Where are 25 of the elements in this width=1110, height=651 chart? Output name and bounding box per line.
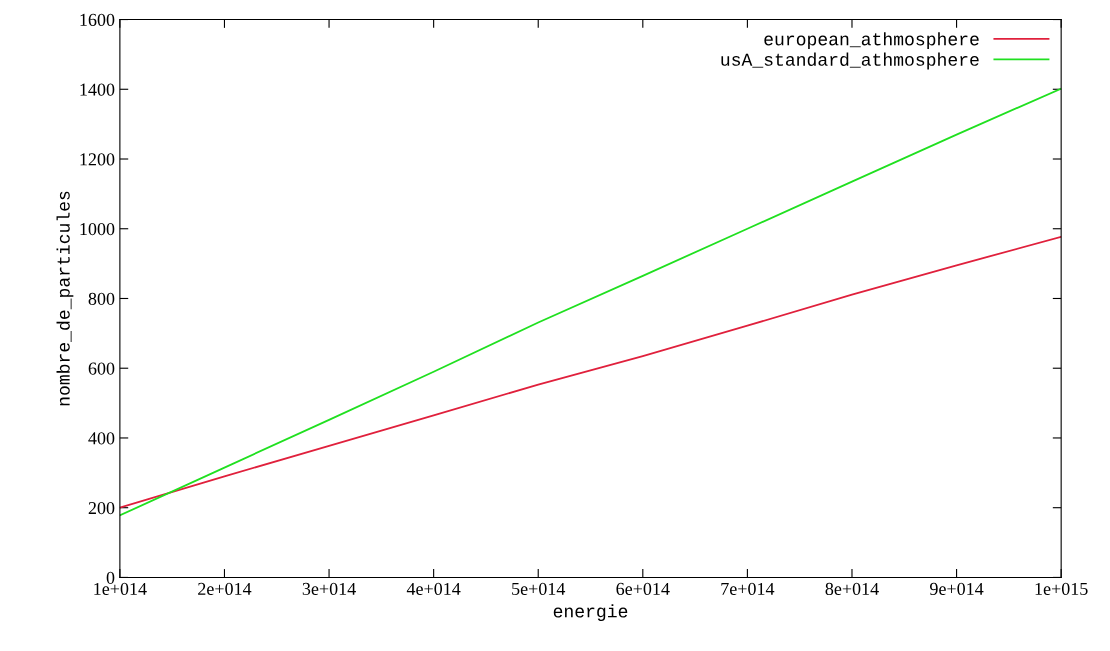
y-tick-label: 600 [88,362,115,375]
y-tick-label: 200 [88,501,115,515]
x-axis-title: energie [553,604,628,622]
x-tick-label: 2e+014 [198,582,252,595]
y-tick-label: 800 [88,292,115,305]
y-tick-label: 1400 [80,83,115,96]
y-tick-label: 400 [88,432,115,445]
legend-label: usA_standard_athmosphere [721,52,979,70]
y-tick-label: 1600 [80,13,115,26]
y-tick-label: 1200 [80,153,115,166]
x-tick-label: 7e+014 [721,582,775,595]
x-tick-label: 1e+015 [1035,582,1088,595]
y-tick-label: 0 [106,571,115,584]
line-series [119,87,1062,517]
x-tick-label: 5e+014 [512,582,566,595]
x-tick-label: 1e+014 [94,582,147,595]
y-tick-label: 1000 [80,223,115,236]
x-tick-label: 4e+014 [406,582,461,595]
x-tick-label: 6e+014 [616,582,670,595]
x-tick-label: 8e+014 [825,582,879,595]
x-tick-label: 3e+014 [302,582,356,595]
legend-label: european_athmosphere [764,32,979,49]
x-tick-label: 9e+014 [930,582,984,595]
line-series [119,235,1062,509]
y-axis-title: nombre_de_particules [56,191,74,406]
